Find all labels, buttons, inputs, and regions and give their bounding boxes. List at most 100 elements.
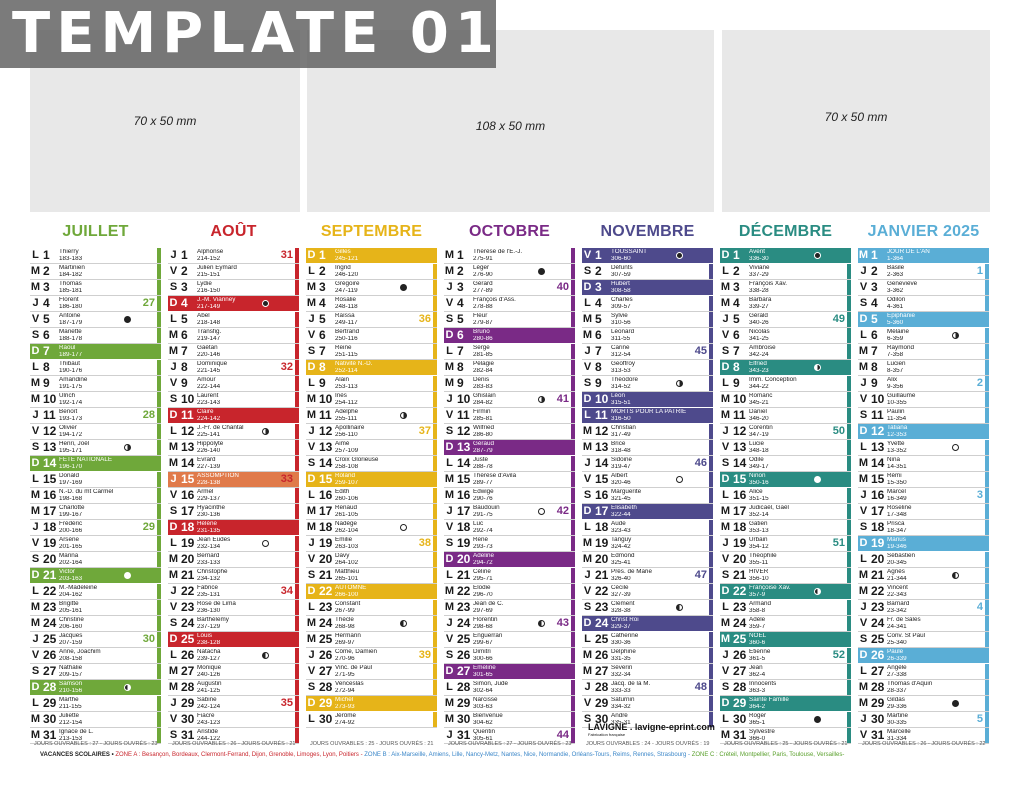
day-row[interactable]: M 30 Juliette 212-154 [30,712,161,728]
day-row[interactable]: M 12 Christian 317-49 [582,424,713,440]
day-row[interactable]: V 4 François d'Ass. 278-88 [444,296,575,312]
day-row[interactable]: J 23 Barnard 23-342 4 [858,600,989,616]
day-row[interactable]: J 5 Raïssa 249-117 36 [306,312,437,328]
day-row[interactable]: D 29 Sainte Famille 364-2 [720,696,851,712]
day-row[interactable]: M 24 Christine 206-160 [30,616,161,632]
day-row[interactable]: L 6 Mélaine 6-359 [858,328,989,344]
day-row[interactable]: D 8 Elfried 343-23 [720,360,851,376]
day-row[interactable]: S 5 Fleur 279-87 [444,312,575,328]
day-row[interactable]: M 20 Edmond 325-41 [582,552,713,568]
day-row[interactable]: S 4 Odilon 4-361 [858,296,989,312]
day-row[interactable]: J 26 Côme, Damien 270-96 39 [306,648,437,664]
day-row[interactable]: J 26 Étienne 361-5 52 [720,648,851,664]
day-row[interactable]: M 1 Thérèse de l'E.-J. 275-91 [444,248,575,264]
day-row[interactable]: M 28 Augustin 241-125 [168,680,299,696]
day-row[interactable]: M 4 Barbara 339-27 [720,296,851,312]
day-row[interactable]: S 12 Wilfried 286-80 [444,424,575,440]
day-row[interactable]: D 20 Adeline 294-72 [444,552,575,568]
day-row[interactable]: V 26 Anne, Joachim 208-158 [30,648,161,664]
day-row[interactable]: D 10 Léon 315-51 [582,392,713,408]
day-row[interactable]: J 16 Marcel 16-349 3 [858,488,989,504]
day-row[interactable]: M 19 Tanguy 324-42 [582,536,713,552]
day-row[interactable]: D 26 Paule 26-339 [858,648,989,664]
day-row[interactable]: V 22 Cécile 327-39 [582,584,713,600]
day-row[interactable]: S 16 Marguerite 321-45 [582,488,713,504]
day-row[interactable]: M 13 Hippolyte 226-140 [168,440,299,456]
day-row[interactable]: V 12 Olivier 194-172 [30,424,161,440]
day-row[interactable]: V 20 Théophile 355-11 [720,552,851,568]
day-row[interactable]: V 13 Lucie 348-18 [720,440,851,456]
day-row[interactable]: M 10 Ulrich 192-174 [30,392,161,408]
day-row[interactable]: S 18 Prisca 18-347 [858,520,989,536]
day-row[interactable]: J 25 Jacques 207-159 30 [30,632,161,648]
day-row[interactable]: M 6 Transfig. 219-147 [168,328,299,344]
day-row[interactable]: V 18 Luc 292-74 [444,520,575,536]
day-row[interactable]: D 22 AUTOMNE 266-100 [306,584,437,600]
day-row[interactable]: L 27 Angèle 27-338 [858,664,989,680]
day-row[interactable]: M 3 Grégoire 247-119 [306,280,437,296]
day-row[interactable]: J 22 Fabrice 235-131 34 [168,584,299,600]
day-row[interactable]: J 1 Alphonse 214-152 31 [168,248,299,264]
day-row[interactable]: J 7 Carine 312-54 45 [582,344,713,360]
day-row[interactable]: J 19 Émilie 263-103 38 [306,536,437,552]
day-row[interactable]: D 24 Christ Roi 329-37 [582,616,713,632]
day-row[interactable]: D 15 Roland 259-107 [306,472,437,488]
day-row[interactable]: J 5 Gérald 340-26 49 [720,312,851,328]
day-row[interactable]: D 18 Hélène 231-135 [168,520,299,536]
day-row[interactable]: J 8 Dominique 221-145 32 [168,360,299,376]
day-row[interactable]: D 28 Samson 210-156 [30,680,161,696]
day-row[interactable]: S 10 Laurent 223-143 [168,392,299,408]
day-row[interactable]: M 27 Monique 240-126 [168,664,299,680]
day-row[interactable]: M 18 Nadège 262-104 [306,520,437,536]
day-row[interactable]: D 6 Bruno 280-86 [444,328,575,344]
day-row[interactable]: D 15 Ninon 350-16 [720,472,851,488]
day-row[interactable]: D 5 Épiphanie 5-360 [858,312,989,328]
day-row[interactable]: M 24 Adèle 359-7 [720,616,851,632]
day-row[interactable]: V 11 Firmin 285-81 [444,408,575,424]
day-row[interactable]: S 14 Croix Glorieuse 258-108 [306,456,437,472]
day-row[interactable]: L 18 Aude 323-43 [582,520,713,536]
day-row[interactable]: L 9 Imm. Conception 344-22 [720,376,851,392]
day-row[interactable]: M 6 Léonard 311-55 [582,328,713,344]
day-row[interactable]: V 30 Fiacre 243-123 [168,712,299,728]
day-row[interactable]: S 2 Défunts 307-59 [582,264,713,280]
day-row[interactable]: M 17 Judicaël, Gaël 352-14 [720,504,851,520]
day-row[interactable]: S 7 Ambroise 342-24 [720,344,851,360]
day-row[interactable]: M 3 François Xav. 338-28 [720,280,851,296]
day-row[interactable]: L 19 Jean Eudes 232-134 [168,536,299,552]
day-row[interactable]: D 17 Élisabeth 322-44 [582,504,713,520]
day-row[interactable]: M 23 Brigitte 205-161 [30,600,161,616]
day-row[interactable]: V 8 Geoffroy 313-53 [582,360,713,376]
day-row[interactable]: V 29 Saturnin 334-32 [582,696,713,712]
day-row[interactable]: J 31 Quentin 305-61 44 [444,728,575,744]
day-row[interactable]: D 22 Françoise Xav. 357-9 [720,584,851,600]
day-row[interactable]: M 21 Christophe 234-132 [168,568,299,584]
day-row[interactable]: V 25 Enguerran 299-67 [444,632,575,648]
day-row[interactable]: M 10 Inès 254-112 [306,392,437,408]
day-row[interactable]: D 19 Marius 19-346 [858,536,989,552]
day-row[interactable]: M 3 Thomas 185-181 [30,280,161,296]
day-row[interactable]: D 7 Raoul 189-177 [30,344,161,360]
day-row[interactable]: L 16 Alice 351-15 [720,488,851,504]
day-row[interactable]: M 2 Martinien 184-182 [30,264,161,280]
day-row[interactable]: S 23 Clément 328-38 [582,600,713,616]
day-row[interactable]: L 8 Thibaut 190-176 [30,360,161,376]
day-row[interactable]: L 4 Charles 309-57 [582,296,713,312]
day-row[interactable]: J 24 Florentin 298-68 43 [444,616,575,632]
photo-placeholder-right[interactable]: 70 x 50 mm [722,30,990,212]
day-row[interactable]: L 2 Ingrid 246-120 [306,264,437,280]
day-row[interactable]: M 22 Élodie 296-70 [444,584,575,600]
day-row[interactable]: M 11 Adelphe 255-111 [306,408,437,424]
day-row[interactable]: M 2 Léger 276-90 [444,264,575,280]
day-row[interactable]: S 11 Paulin 11-354 [858,408,989,424]
day-row[interactable]: V 6 Nicolas 341-25 [720,328,851,344]
day-row[interactable]: S 30 André 335-31 [582,712,713,728]
day-row[interactable]: M 20 Bernard 233-133 [168,552,299,568]
day-row[interactable]: L 25 Catherine 330-36 [582,632,713,648]
day-row[interactable]: D 13 Géraud 287-79 [444,440,575,456]
day-row[interactable]: M 22 Vincent 22-343 [858,584,989,600]
day-row[interactable]: L 2 Viviane 337-29 [720,264,851,280]
day-row[interactable]: L 30 Roger 365-1 [720,712,851,728]
day-row[interactable]: D 3 Hubert 308-58 [582,280,713,296]
day-row[interactable]: V 16 Armel 229-137 [168,488,299,504]
